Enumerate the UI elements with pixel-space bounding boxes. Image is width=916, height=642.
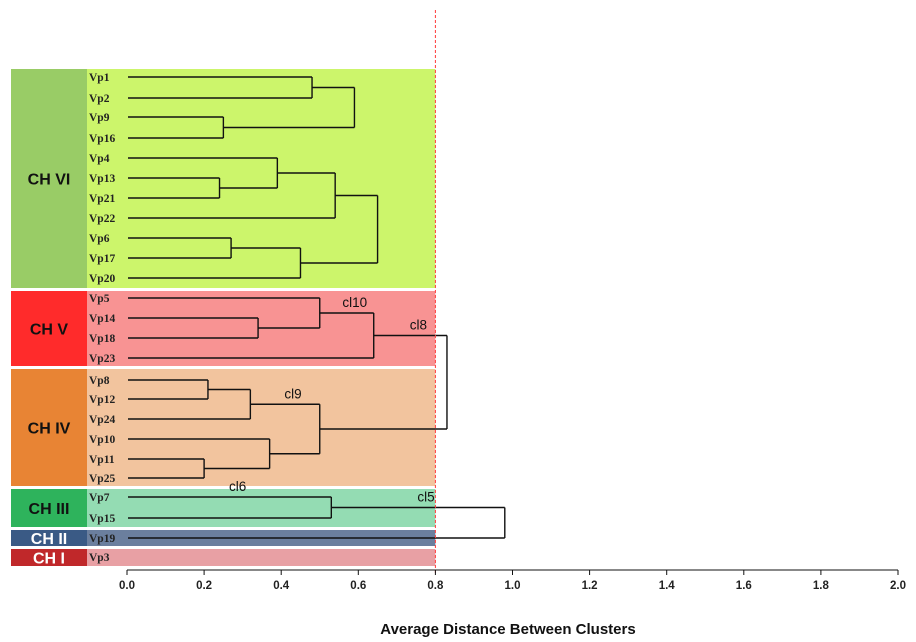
leaf-label-vp14: Vp14 (89, 313, 115, 325)
x-tick-label: 2.0 (890, 580, 906, 592)
group-block-ch-v (11, 291, 87, 366)
node-label-cl10: cl10 (342, 295, 367, 310)
x-tick-label: 1.2 (582, 580, 598, 592)
band-ch-iv (87, 369, 436, 486)
leaf-label-vp4: Vp4 (89, 153, 110, 165)
leaf-label-vp24: Vp24 (89, 414, 115, 426)
group-block-ch-vi (11, 69, 87, 288)
group-block-ch-i (11, 549, 87, 566)
group-block-ch-ii (11, 530, 87, 546)
leaf-label-vp8: Vp8 (89, 375, 110, 387)
group-label-ch-iii: CH III (29, 501, 70, 518)
leaf-labels: Vp1 Vp2 Vp9 Vp16 Vp4 Vp13 Vp21 Vp22 Vp6 Vp17 Vp20 V… (89, 72, 115, 564)
leaf-label-vp2: Vp2 (89, 93, 110, 105)
leaf-label-vp10: Vp10 (89, 434, 115, 446)
node-label-cl6: cl6 (229, 479, 246, 494)
group-label-ch-vi: CH VI (28, 172, 71, 189)
group-block-ch-iv (11, 369, 87, 486)
leaf-label-vp19: Vp19 (89, 533, 115, 545)
leaf-label-vp6: Vp6 (89, 233, 110, 245)
x-axis: 0.0 0.2 0.4 0.6 0.8 1.0 1.2 1.4 1.6 1.8 2.0 (119, 569, 906, 592)
x-tick-label: 1.6 (736, 580, 752, 592)
x-tick-label: 0.6 (350, 580, 366, 592)
x-tick-label: 1.4 (659, 580, 676, 592)
leaf-label-vp3: Vp3 (89, 552, 110, 564)
band-ch-i (87, 549, 436, 566)
group-label-ch-v: CH V (30, 322, 69, 339)
leaf-label-vp21: Vp21 (89, 193, 115, 205)
group-bands: CH VI CH V CH IV CH III CH II CH I (11, 69, 436, 568)
group-label-ch-i: CH I (33, 551, 65, 568)
x-tick-label: 1.0 (505, 580, 521, 592)
leaf-label-vp15: Vp15 (89, 513, 115, 525)
leaf-label-vp5: Vp5 (89, 293, 110, 305)
x-axis-title: Average Distance Between Clusters (380, 621, 635, 638)
leaf-label-vp1: Vp1 (89, 72, 110, 84)
x-tick-label: 0.4 (273, 580, 290, 592)
node-label-cl5: cl5 (417, 490, 434, 505)
x-tick-label: 1.8 (813, 580, 830, 592)
leaf-label-vp13: Vp13 (89, 173, 115, 185)
leaf-label-vp11: Vp11 (89, 454, 115, 466)
group-label-ch-iv: CH IV (28, 421, 71, 438)
leaf-label-vp18: Vp18 (89, 333, 115, 345)
leaf-label-vp7: Vp7 (89, 492, 110, 504)
leaf-label-vp23: Vp23 (89, 353, 115, 365)
leaf-label-vp22: Vp22 (89, 213, 115, 225)
x-tick-label: 0.2 (196, 580, 212, 592)
leaf-label-vp16: Vp16 (89, 133, 115, 145)
group-block-ch-iii (11, 489, 87, 527)
node-label-cl8: cl8 (410, 318, 427, 333)
x-tick-label: 0.8 (427, 580, 444, 592)
leaf-label-vp25: Vp25 (89, 473, 115, 485)
node-labels: cl10 cl9 cl8 cl6 cl5 (229, 295, 435, 505)
leaf-label-vp12: Vp12 (89, 394, 115, 406)
x-tick-label: 0.0 (119, 580, 135, 592)
group-label-ch-ii: CH II (31, 531, 67, 548)
dendrogram-tree (128, 10, 506, 574)
node-label-cl9: cl9 (284, 386, 301, 401)
leaf-label-vp9: Vp9 (89, 112, 110, 124)
leaf-label-vp17: Vp17 (89, 253, 115, 265)
leaf-label-vp20: Vp20 (89, 273, 115, 285)
